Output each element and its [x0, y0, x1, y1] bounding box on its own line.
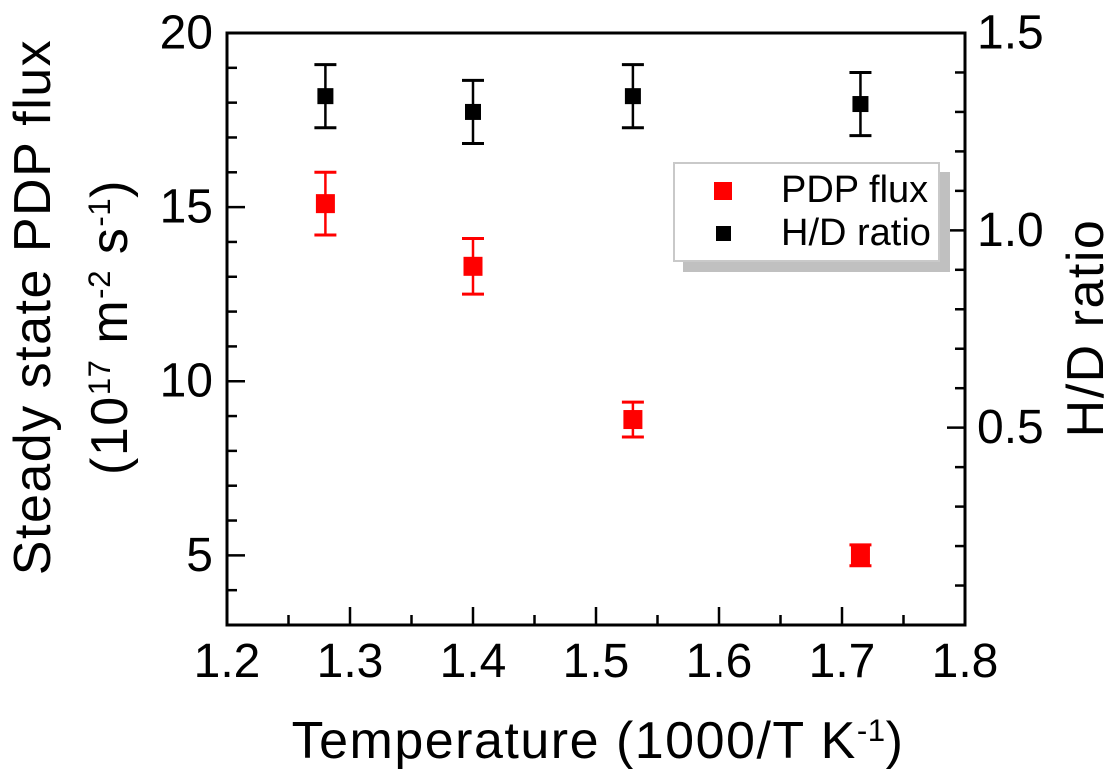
left-axis-tick-label: 20 — [160, 7, 213, 60]
right-axis-title: H/D ratio — [1057, 218, 1115, 438]
x-axis-tick-label: 1.2 — [194, 635, 261, 688]
x-axis-title-exp: -1 — [856, 713, 886, 748]
legend-marker-box — [713, 181, 733, 200]
x-axis-title: Temperature (1000/T K-1) — [218, 701, 978, 770]
legend-rows: PDP flux H/D ratio — [675, 164, 938, 255]
left-axis-tick-label: 10 — [160, 355, 213, 408]
legend: PDP flux H/D ratio — [673, 162, 940, 262]
left-axis-title-line1: Steady state PDP flux — [4, 38, 62, 576]
left-axis-title-line2: (1017 m-2 s-1) — [72, 0, 139, 707]
right-axis-tick-label: 0.5 — [977, 401, 1044, 454]
left-axis-title-exp2: -2 — [82, 270, 117, 299]
x-axis-tick-label: 1.7 — [809, 635, 876, 688]
data-point-pdp-flux — [850, 545, 870, 565]
data-point-h-d-ratio — [624, 88, 641, 105]
data-point-pdp-flux — [315, 194, 335, 214]
pdp-flux-marker-icon — [714, 181, 732, 200]
legend-label-pdp-flux: PDP flux — [781, 169, 929, 211]
data-point-pdp-flux — [623, 410, 643, 430]
data-point-h-d-ratio — [852, 96, 869, 113]
legend-item-hd-ratio: H/D ratio — [675, 212, 938, 255]
left-axis-title-exp3: -1 — [82, 197, 117, 227]
x-axis-tick-label: 1.6 — [686, 635, 753, 688]
x-axis-tick-label: 1.5 — [563, 635, 630, 688]
left-axis-title-close: ) — [81, 179, 140, 198]
right-axis-tick-label: 1.5 — [977, 7, 1044, 60]
plot-frame — [225, 31, 967, 627]
left-axis-title-unit2: s — [81, 226, 140, 271]
data-point-pdp-flux — [463, 256, 483, 276]
left-axis-title-base: (10 — [81, 395, 140, 475]
x-axis-title-base: Temperature (1000/T K — [291, 712, 857, 770]
left-axis-tick-label: 15 — [160, 181, 213, 234]
legend-marker-box — [713, 226, 733, 241]
data-point-h-d-ratio — [317, 88, 334, 105]
x-axis-tick-label: 1.3 — [317, 635, 384, 688]
data-point-h-d-ratio — [465, 103, 481, 120]
left-axis-title-unit1: m — [81, 298, 140, 360]
x-axis-tick-label: 1.4 — [440, 635, 507, 688]
x-axis-title-close: ) — [885, 712, 905, 770]
left-axis-tick-label: 5 — [186, 529, 213, 582]
left-axis-title-exp1: 17 — [82, 359, 117, 396]
x-axis-tick-label: 1.8 — [932, 635, 999, 688]
legend-item-pdp-flux: PDP flux — [675, 169, 938, 212]
hd-ratio-marker-icon — [715, 226, 731, 241]
right-axis-tick-label: 1.0 — [977, 204, 1044, 257]
legend-label-hd-ratio: H/D ratio — [781, 212, 931, 254]
